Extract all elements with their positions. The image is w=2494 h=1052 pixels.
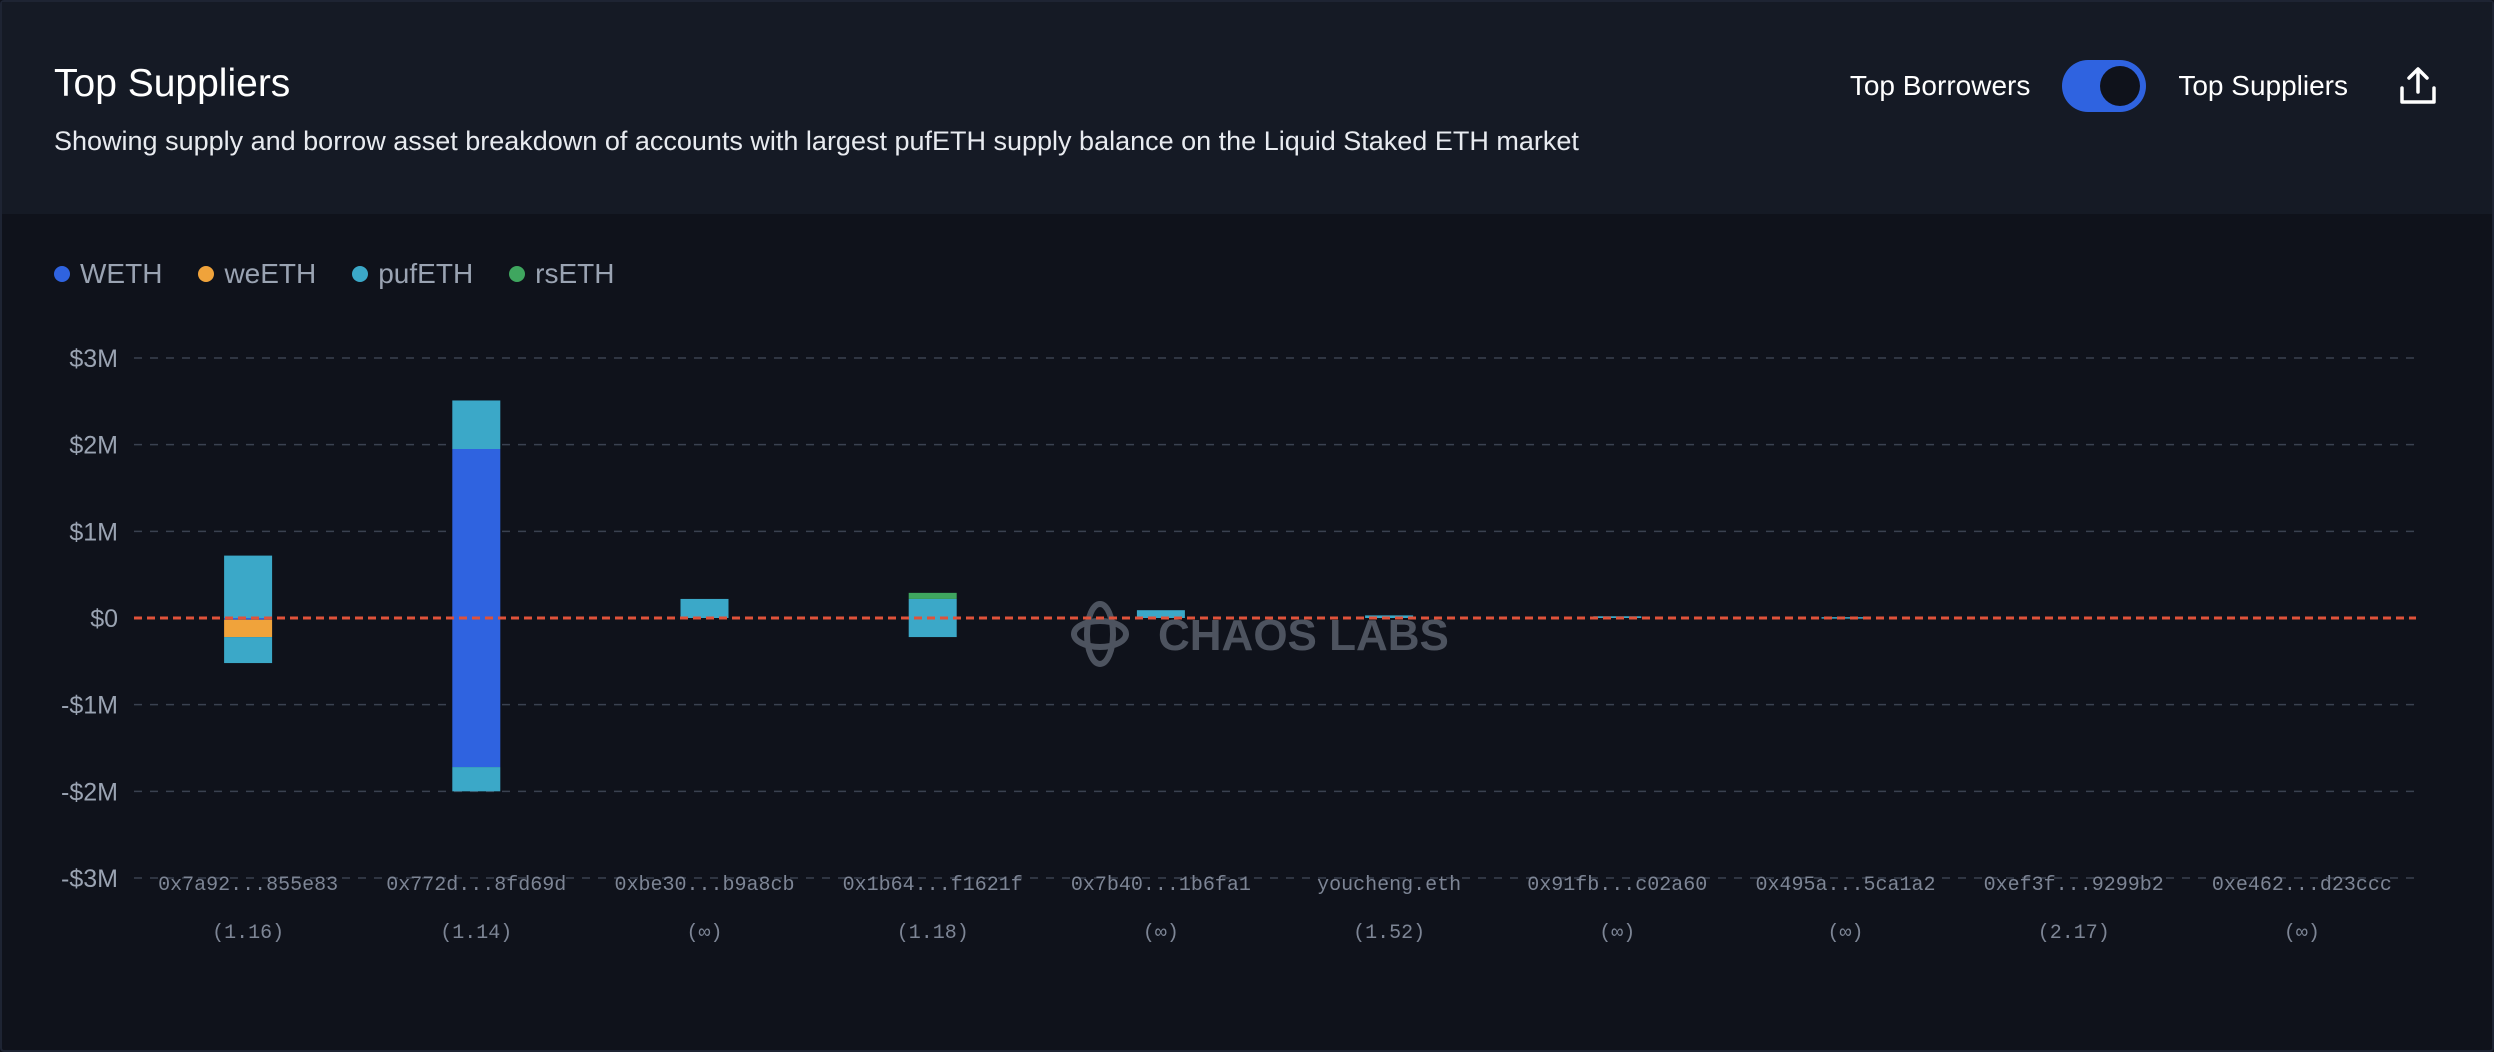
toggle-label-suppliers[interactable]: Top Suppliers (2178, 70, 2348, 101)
y-tick-label: -$2M (61, 778, 118, 806)
x-tick-label: 0x7a92...855e83 (158, 874, 338, 897)
health-factor-label: (1.16) (212, 922, 284, 945)
bar-pufeth-borrow[interactable] (224, 637, 273, 664)
y-tick-label: $0 (90, 605, 118, 633)
legend-item-pufeth[interactable]: pufETH (352, 258, 473, 290)
x-tick-label: 0x91fb...c02a60 (1527, 874, 1707, 897)
toggle-label-borrowers[interactable]: Top Borrowers (1849, 70, 2031, 101)
page-subtitle: Showing supply and borrow asset breakdow… (54, 126, 1579, 156)
legend-label: WETH (80, 258, 163, 289)
health-factor-label: (∞) (686, 922, 722, 945)
x-tick-label: 0x1b64...f1621f (843, 874, 1023, 897)
page-title: Top Suppliers (54, 62, 291, 105)
y-tick-label: $2M (69, 432, 118, 460)
legend-label: pufETH (378, 258, 474, 289)
health-factor-label: (1.52) (1353, 922, 1425, 945)
health-factor-label: (1.18) (897, 922, 969, 945)
y-tick-label: -$3M (61, 865, 118, 893)
bar-rseth-supply[interactable] (908, 592, 957, 599)
health-factor-label: (1.14) (440, 922, 512, 945)
legend-dot (198, 266, 215, 282)
bar-pufeth-supply[interactable] (680, 598, 729, 618)
borrowers-suppliers-switch[interactable] (2062, 60, 2147, 112)
x-tick-label: 0xef3f...9299b2 (1984, 874, 2164, 897)
x-tick-label: 0xe462...d23ccc (2212, 874, 2392, 897)
legend-dot (54, 266, 70, 282)
x-tick-label: 0x772d...8fd69d (386, 874, 566, 897)
health-factor-label: (∞) (1599, 922, 1635, 945)
legend-dot (352, 266, 369, 282)
bar-pufeth-supply[interactable] (1136, 610, 1185, 618)
x-tick-label: youcheng.eth (1317, 874, 1461, 897)
chart-legend: WETH weETH pufETH rsETH (54, 258, 651, 290)
health-factor-label: (∞) (1827, 922, 1863, 945)
y-tick-label: -$1M (61, 692, 118, 720)
x-tick-label: 0x7b40...1b6fa1 (1071, 874, 1251, 897)
legend-item-weth[interactable]: WETH (54, 258, 162, 290)
view-toggle: Top Borrowers Top Suppliers (1850, 60, 2440, 112)
bar-pufeth-borrow[interactable] (908, 618, 957, 638)
bar-weth-supply[interactable] (452, 449, 501, 618)
bar-pufeth-borrow[interactable] (452, 767, 501, 792)
y-tick-label: $3M (69, 345, 118, 373)
x-tick-label: 0x495a...5ca1a2 (1755, 874, 1935, 897)
y-tick-label: $1M (69, 518, 118, 546)
card-header: Top Suppliers Showing supply and borrow … (2, 2, 2492, 214)
bar-weeth-borrow[interactable] (224, 619, 273, 638)
x-tick-label: 0xbe30...b9a8cb (614, 874, 794, 897)
legend-label: rsETH (535, 258, 615, 289)
health-factor-label: (∞) (2284, 922, 2320, 945)
legend-item-weeth[interactable]: weETH (198, 258, 316, 290)
bar-weth-borrow[interactable] (224, 618, 273, 620)
legend-label: weETH (224, 258, 317, 289)
bar-pufeth-supply[interactable] (908, 598, 957, 618)
bar-pufeth-supply[interactable] (1821, 617, 1870, 619)
bar-weth-borrow[interactable] (452, 618, 501, 768)
health-factor-label: (2.17) (2038, 922, 2110, 945)
bar-pufeth-supply[interactable] (452, 400, 501, 449)
share-icon[interactable] (2396, 64, 2440, 108)
health-factor-label: (∞) (1143, 922, 1179, 945)
chaos-labs-watermark: CHAOS LABS (1071, 601, 1449, 667)
bar-pufeth-supply[interactable] (224, 555, 273, 618)
stacked-bar-chart: $3M $2M $1M $0 -$1M -$2M -$3M CHAOS LABS 0x7a92.… (61, 345, 2416, 945)
legend-dot (509, 266, 526, 282)
legend-item-rseth[interactable]: rsETH (509, 258, 615, 290)
switch-knob (2100, 66, 2141, 106)
